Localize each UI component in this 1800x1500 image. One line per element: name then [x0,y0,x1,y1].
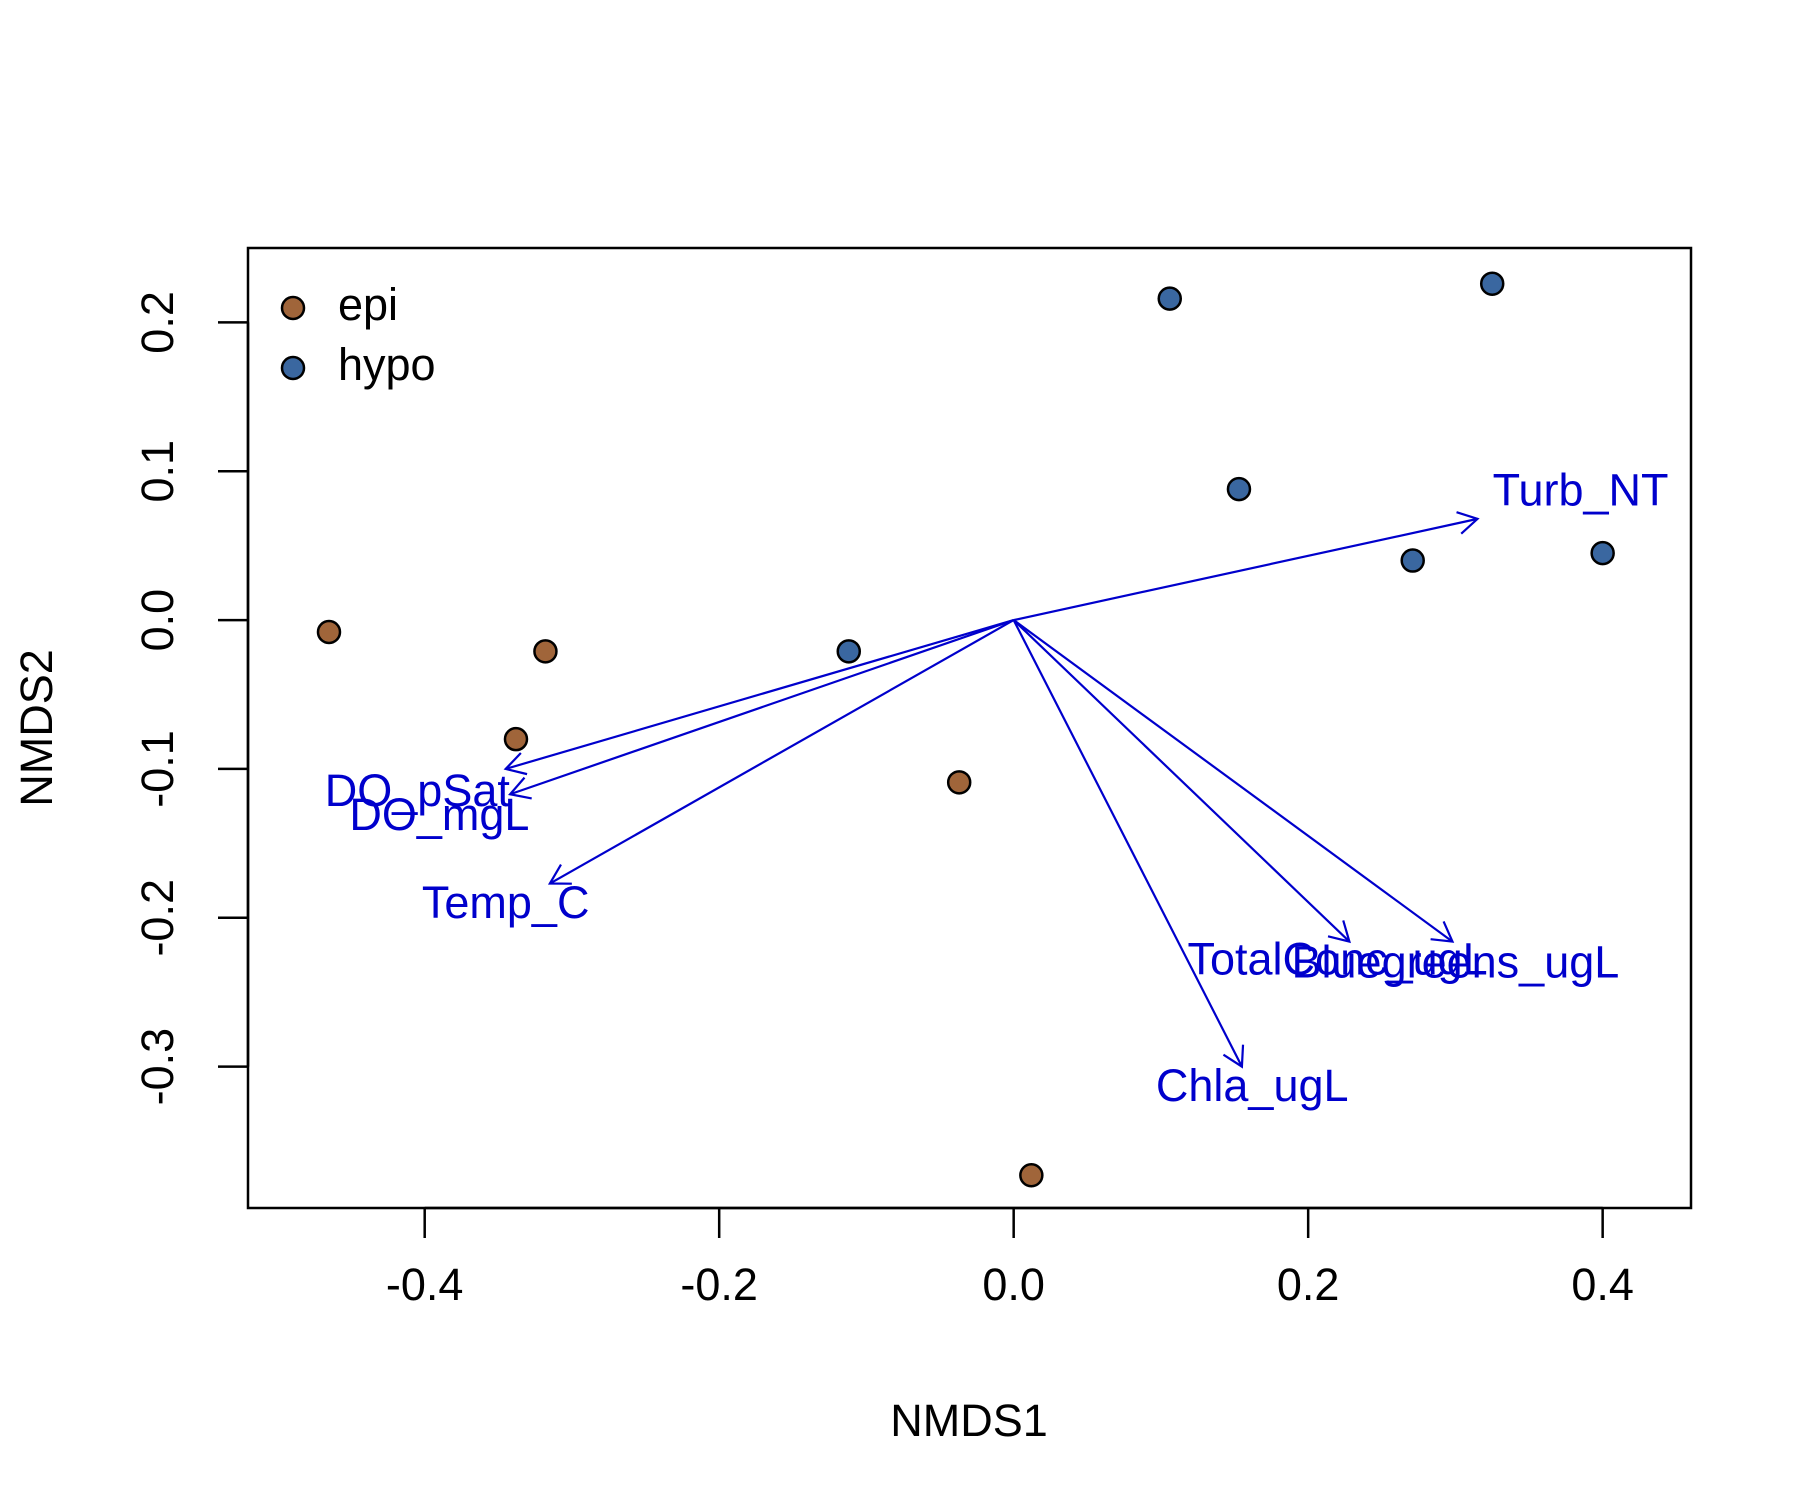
vector-arrow-head [1327,920,1351,944]
site-points [316,271,1615,1188]
point-epi [503,726,529,752]
y-tick-label: -0.3 [132,1028,183,1106]
point-hypo [1479,271,1505,296]
vector-arrow-head [1456,511,1480,535]
y-tick-label: -0.2 [132,879,183,957]
point-epi [946,770,972,795]
plot-frame [246,246,1693,1210]
vector-arrow-line [1013,619,1454,943]
point-hypo [1590,540,1615,566]
legend: epi hypo [280,279,436,390]
point-hypo [1226,476,1252,502]
vector-arrow-head [508,776,532,800]
vector-label: Turb_NT [1493,464,1669,515]
y-tick-label: 0.0 [132,589,183,652]
y-tick-label: 0.1 [132,440,183,503]
y-axis-title: NMDS2 [11,649,62,807]
vector-arrow-line [1012,619,1243,1068]
point-hypo [836,639,862,664]
point-epi [533,639,558,664]
legend-label-hypo: hypo [338,339,436,390]
vector-arrow-line [1013,517,1478,622]
legend-marker-hypo [280,355,306,381]
point-hypo [1400,548,1425,573]
vector-label: Bluegreens_ugL [1292,936,1620,987]
vector-arrow-head [547,864,572,885]
point-hypo [1157,286,1183,311]
x-axis-title: NMDS1 [890,1395,1048,1446]
vector-label: Chla_ugL [1156,1060,1349,1111]
y-axis: -0.3 -0.2 -0.1 0.0 0.1 0.2 [132,291,250,1106]
vector-arrow-line [505,619,1014,770]
x-tick-label: -0.4 [386,1259,464,1310]
x-tick-label: 0.2 [1277,1259,1340,1310]
vector-arrow-line [549,619,1015,885]
y-tick-label: 0.2 [132,291,183,354]
point-epi [316,619,342,645]
vector-arrow-head [1222,1044,1245,1069]
vector-arrow-line [509,619,1015,796]
x-axis: -0.4 -0.2 0.0 0.2 0.4 [386,1206,1634,1310]
y-tick-label: -0.1 [132,730,183,808]
vector-arrow-head [503,752,528,776]
x-tick-label: 0.0 [982,1259,1045,1310]
point-epi [1019,1163,1044,1188]
vector-arrow-line [1012,619,1351,943]
vector-label: Temp_C [422,877,590,928]
vector-label: DO_mgL [349,789,529,840]
vector-arrow-head [1430,921,1455,943]
x-tick-label: 0.4 [1571,1259,1634,1310]
x-tick-label: -0.2 [680,1259,758,1310]
vector-label: TotalConc_ugL [1188,933,1488,984]
legend-label-epi: epi [338,279,398,330]
legend-marker-epi [280,295,306,321]
vector-label: DO_pSat [325,765,511,816]
